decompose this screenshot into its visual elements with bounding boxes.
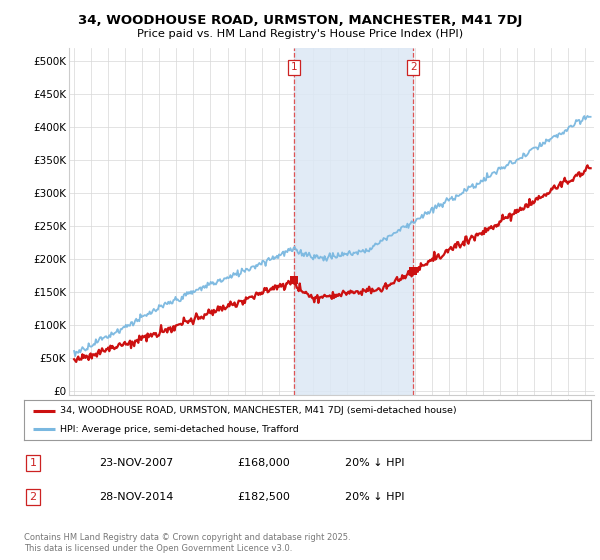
Text: 28-NOV-2014: 28-NOV-2014 xyxy=(99,492,173,502)
Text: 34, WOODHOUSE ROAD, URMSTON, MANCHESTER, M41 7DJ: 34, WOODHOUSE ROAD, URMSTON, MANCHESTER,… xyxy=(78,14,522,27)
Text: £182,500: £182,500 xyxy=(237,492,290,502)
Text: Price paid vs. HM Land Registry's House Price Index (HPI): Price paid vs. HM Land Registry's House … xyxy=(137,29,463,39)
Text: 1: 1 xyxy=(290,63,298,72)
Text: 2: 2 xyxy=(29,492,37,502)
Text: HPI: Average price, semi-detached house, Trafford: HPI: Average price, semi-detached house,… xyxy=(60,424,298,433)
Text: 1: 1 xyxy=(29,458,37,468)
Text: 2: 2 xyxy=(410,63,416,72)
Bar xyxy=(294,48,413,395)
Text: 23-NOV-2007: 23-NOV-2007 xyxy=(99,458,173,468)
Text: 20% ↓ HPI: 20% ↓ HPI xyxy=(345,458,404,468)
Text: Contains HM Land Registry data © Crown copyright and database right 2025.
This d: Contains HM Land Registry data © Crown c… xyxy=(24,533,350,553)
Text: £168,000: £168,000 xyxy=(237,458,290,468)
Text: 20% ↓ HPI: 20% ↓ HPI xyxy=(345,492,404,502)
Text: 34, WOODHOUSE ROAD, URMSTON, MANCHESTER, M41 7DJ (semi-detached house): 34, WOODHOUSE ROAD, URMSTON, MANCHESTER,… xyxy=(60,407,457,416)
